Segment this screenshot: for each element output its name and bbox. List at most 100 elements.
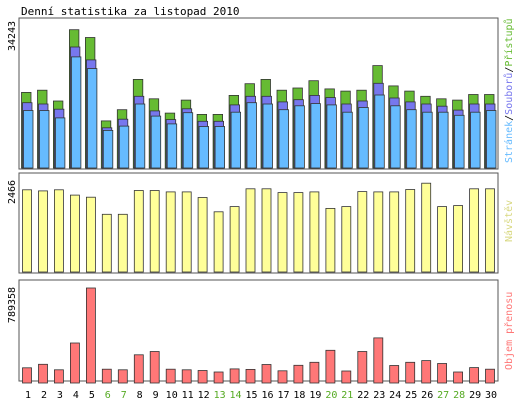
bar-navstev-day-9 (149, 190, 160, 273)
bar-navstev-day-16 (261, 188, 272, 273)
bar-stranek-day-18 (294, 105, 305, 169)
panel-visits-frame (18, 172, 499, 274)
bar-stranek-day-17 (278, 109, 289, 169)
day-label-28: 28 (453, 390, 465, 401)
bar-prenos-day-7 (117, 369, 128, 384)
hits-series-label: Stránek/Souborů/Přístupů (503, 18, 515, 163)
bar-navstev-day-21 (341, 206, 352, 273)
bar-navstev-day-7 (117, 213, 128, 273)
bar-stranek-day-5 (87, 68, 98, 169)
day-label-20: 20 (325, 390, 337, 401)
day-label-2: 2 (41, 390, 47, 401)
day-label-11: 11 (182, 390, 194, 401)
bar-prenos-day-30 (485, 368, 495, 384)
bar-navstev-day-26 (421, 182, 432, 273)
series-label-sep-2: / (504, 67, 515, 73)
bar-navstev-day-11 (181, 191, 192, 273)
day-label-4: 4 (73, 390, 79, 401)
visits-bars-group (22, 182, 495, 273)
bar-navstev-day-29 (469, 188, 480, 273)
bar-stranek-day-21 (342, 111, 353, 169)
bar-prenos-day-25 (405, 361, 416, 384)
bar-prenos-day-9 (149, 351, 160, 384)
bar-navstev-day-12 (197, 197, 208, 273)
day-label-18: 18 (293, 390, 305, 401)
bar-navstev-day-23 (373, 191, 384, 273)
visits-series-label: Návštěv (503, 200, 515, 242)
bar-navstev-day-30 (485, 188, 495, 273)
bar-stranek-day-20 (326, 104, 337, 169)
bar-navstev-day-13 (213, 211, 224, 273)
bar-navstev-day-22 (357, 191, 368, 273)
bar-prenos-day-13 (213, 371, 224, 384)
bar-stranek-day-6 (102, 129, 114, 169)
bar-prenos-day-11 (181, 369, 192, 384)
series-label-stranek: Stránek (503, 121, 515, 163)
bar-stranek-day-26 (422, 111, 433, 169)
day-label-3: 3 (57, 390, 63, 401)
panel-transfer-frame (18, 279, 499, 382)
bar-prenos-day-17 (277, 370, 288, 384)
day-label-16: 16 (261, 390, 273, 401)
bar-prenos-day-8 (133, 354, 144, 384)
bar-prenos-day-3 (54, 369, 64, 384)
bar-prenos-day-12 (197, 370, 208, 384)
day-label-7: 7 (121, 390, 127, 401)
bar-stranek-day-10 (166, 123, 178, 169)
bar-stranek-day-23 (374, 94, 385, 169)
bar-prenos-day-22 (357, 351, 368, 384)
bar-stranek-day-28 (454, 114, 465, 169)
bar-stranek-day-4 (71, 56, 82, 169)
chart-title: Denní statistika za listopad 2010 (21, 5, 240, 18)
bar-navstev-day-17 (277, 192, 288, 273)
day-label-27: 27 (437, 390, 449, 401)
bar-prenos-day-15 (245, 368, 256, 384)
bar-navstev-day-10 (165, 191, 176, 273)
day-label-21: 21 (341, 390, 353, 401)
bar-stranek-day-25 (406, 109, 417, 169)
bar-navstev-day-20 (325, 207, 336, 273)
bar-navstev-day-6 (101, 213, 112, 273)
bar-prenos-day-1 (22, 367, 32, 384)
transfer-series-label: Objem přenosu (503, 292, 515, 370)
bar-prenos-day-28 (453, 371, 464, 384)
bar-stranek-day-9 (150, 115, 162, 169)
bar-stranek-day-16 (262, 103, 273, 169)
day-label-8: 8 (137, 390, 143, 401)
hits-bars-group (21, 29, 497, 169)
bar-navstev-day-4 (70, 194, 80, 273)
transfer-bars-group (22, 287, 495, 384)
day-label-23: 23 (373, 390, 385, 401)
day-label-30: 30 (485, 390, 497, 401)
day-label-9: 9 (153, 390, 159, 401)
bar-navstev-day-2 (38, 190, 48, 273)
bar-stranek-day-3 (55, 117, 66, 169)
bar-stranek-day-24 (390, 105, 401, 169)
bar-prenos-day-24 (389, 365, 400, 384)
panel-hits-frame (18, 17, 499, 170)
day-label-1: 1 (25, 390, 31, 401)
bar-stranek-day-1 (23, 110, 34, 169)
bar-stranek-day-13 (214, 126, 226, 169)
day-label-25: 25 (405, 390, 417, 401)
bar-prenos-day-5 (86, 287, 96, 384)
bar-prenos-day-19 (309, 361, 320, 384)
bar-stranek-day-22 (358, 107, 369, 169)
visits-max-label: 2466 (7, 180, 18, 204)
bar-stranek-day-11 (182, 112, 194, 169)
bar-prenos-day-26 (421, 360, 432, 384)
day-label-13: 13 (214, 390, 226, 401)
day-label-19: 19 (309, 390, 321, 401)
bar-navstev-day-15 (245, 188, 256, 273)
bar-navstev-day-18 (293, 192, 304, 273)
series-label-pristupu: Přístupů (503, 18, 515, 66)
bar-prenos-day-23 (373, 337, 384, 384)
bar-stranek-day-8 (134, 103, 146, 169)
bar-prenos-day-10 (165, 368, 176, 384)
bar-prenos-day-4 (70, 342, 80, 384)
bar-prenos-day-21 (341, 370, 352, 384)
bar-stranek-day-12 (198, 126, 210, 169)
bar-navstev-day-28 (453, 205, 464, 273)
bar-stranek-day-29 (470, 111, 481, 169)
